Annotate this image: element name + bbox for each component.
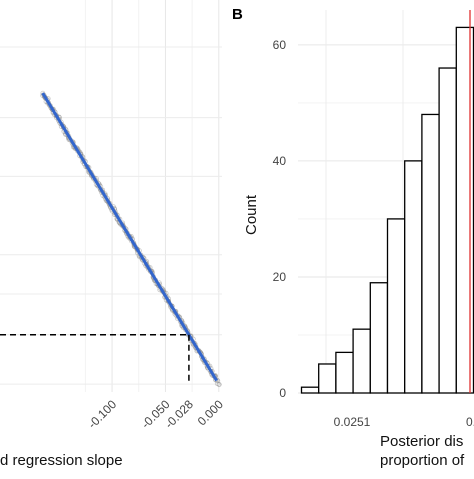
histogram-bar	[404, 160, 423, 394]
panel-b-y-ticks: 0 20 40 60	[273, 38, 287, 400]
y-tick-label: 60	[273, 38, 287, 52]
regression-fit-line	[41, 92, 218, 382]
y-tick-label: 40	[273, 154, 287, 168]
panel-b-x-ticks: 0.0251 0.0	[334, 415, 474, 429]
scatter-point	[214, 381, 220, 387]
y-tick-label: 20	[273, 270, 287, 284]
y-tick-label: 0	[279, 386, 286, 400]
histogram-bar	[335, 351, 354, 394]
scatter-point	[216, 382, 222, 388]
histogram-bar	[318, 363, 337, 394]
panel-b-x-axis-title-line1: Posterior dis	[380, 433, 463, 450]
x-tick-label: 0.0251	[334, 415, 371, 429]
panel-b-x-axis-title-line2: proportion of	[380, 452, 465, 469]
histogram-bar	[300, 386, 320, 394]
panel-a-grid	[0, 0, 222, 392]
x-tick-label: -0.100	[85, 397, 119, 431]
x-tick-label: 0.000	[195, 397, 226, 428]
histogram-bar	[352, 328, 371, 394]
x-tick-label: 0.0	[466, 415, 474, 429]
panel-a-x-axis-title: d regression slope	[0, 452, 123, 469]
histogram-bar	[386, 218, 406, 394]
histogram-bar	[369, 282, 389, 394]
panel-b-bars	[300, 26, 474, 394]
panel-b-label: B	[232, 6, 243, 23]
scatter-point	[216, 381, 222, 387]
histogram-bar	[438, 67, 457, 394]
histogram-bar	[421, 113, 440, 394]
panel-b-y-axis-title: Count	[243, 194, 260, 235]
histogram-bar	[455, 26, 474, 394]
